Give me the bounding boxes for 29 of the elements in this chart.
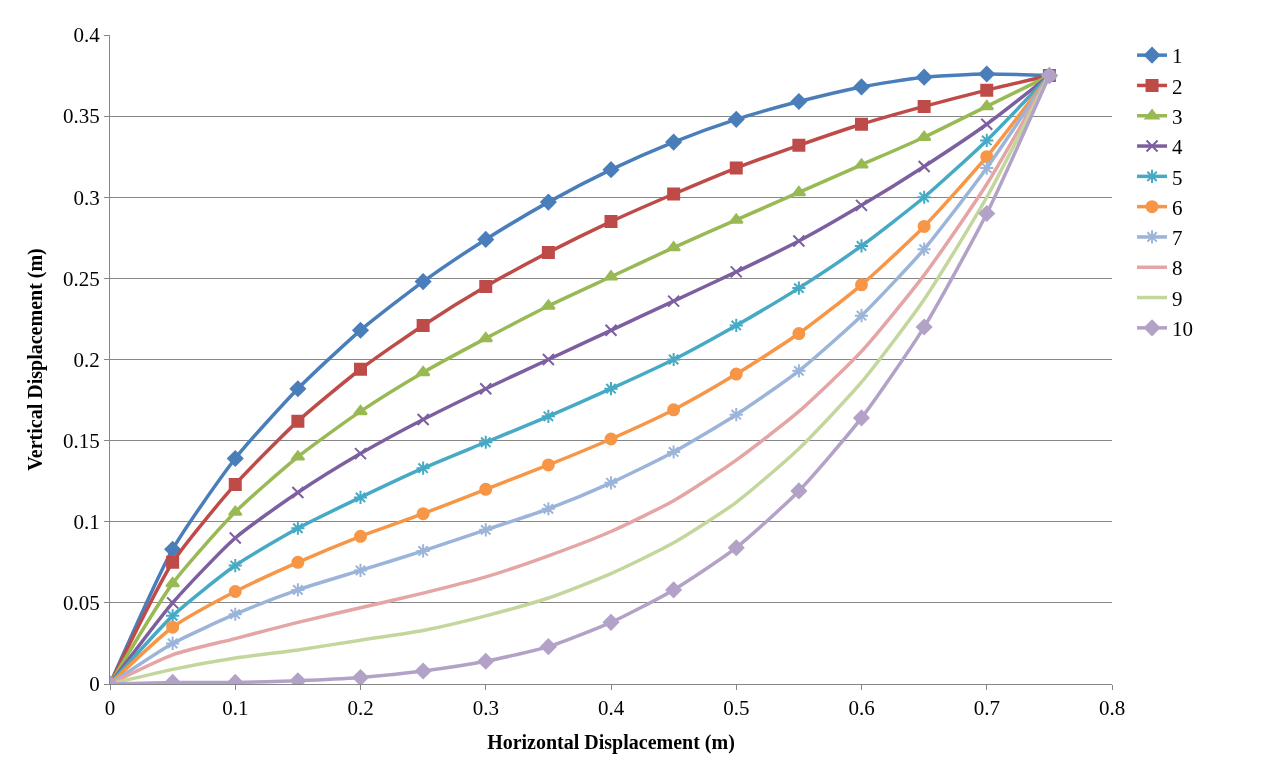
legend-label: 5 xyxy=(1172,165,1183,190)
y-tick-label: 0.3 xyxy=(73,185,100,210)
legend-label: 2 xyxy=(1172,74,1183,99)
y-tick-label: 0.2 xyxy=(73,347,100,372)
y-tick-label: 0 xyxy=(89,672,100,697)
x-tick-label: 0.5 xyxy=(723,696,750,721)
y-axis-title: Vertical Displacement (m) xyxy=(23,248,47,471)
y-tick-label: 0.05 xyxy=(63,591,100,616)
x-tick-label: 0.2 xyxy=(347,696,374,721)
legend-label: 9 xyxy=(1172,286,1183,311)
legend-label: 10 xyxy=(1172,317,1194,342)
legend-label: 4 xyxy=(1172,135,1184,160)
x-tick-label: 0.8 xyxy=(1098,696,1126,721)
y-tick-label: 0.25 xyxy=(63,266,100,291)
y-tick-label: 0.35 xyxy=(63,104,100,129)
x-tick-label: 0.4 xyxy=(597,696,625,721)
x-tick-label: 0.6 xyxy=(848,696,875,721)
x-tick-label: 0.3 xyxy=(472,696,499,721)
legend-label: 1 xyxy=(1172,44,1183,69)
x-tick-label: 0.7 xyxy=(973,696,1000,721)
y-tick-label: 0.4 xyxy=(73,23,101,48)
legend-label: 7 xyxy=(1172,226,1183,251)
legend-label: 8 xyxy=(1172,256,1183,281)
y-tick-label: 0.1 xyxy=(73,510,100,535)
y-tick-label: 0.15 xyxy=(63,428,100,453)
x-axis-title: Horizontal Displacement (m) xyxy=(487,730,735,754)
x-tick-label: 0.1 xyxy=(222,696,249,721)
legend-label: 3 xyxy=(1172,104,1183,129)
legend-label: 6 xyxy=(1172,195,1183,220)
